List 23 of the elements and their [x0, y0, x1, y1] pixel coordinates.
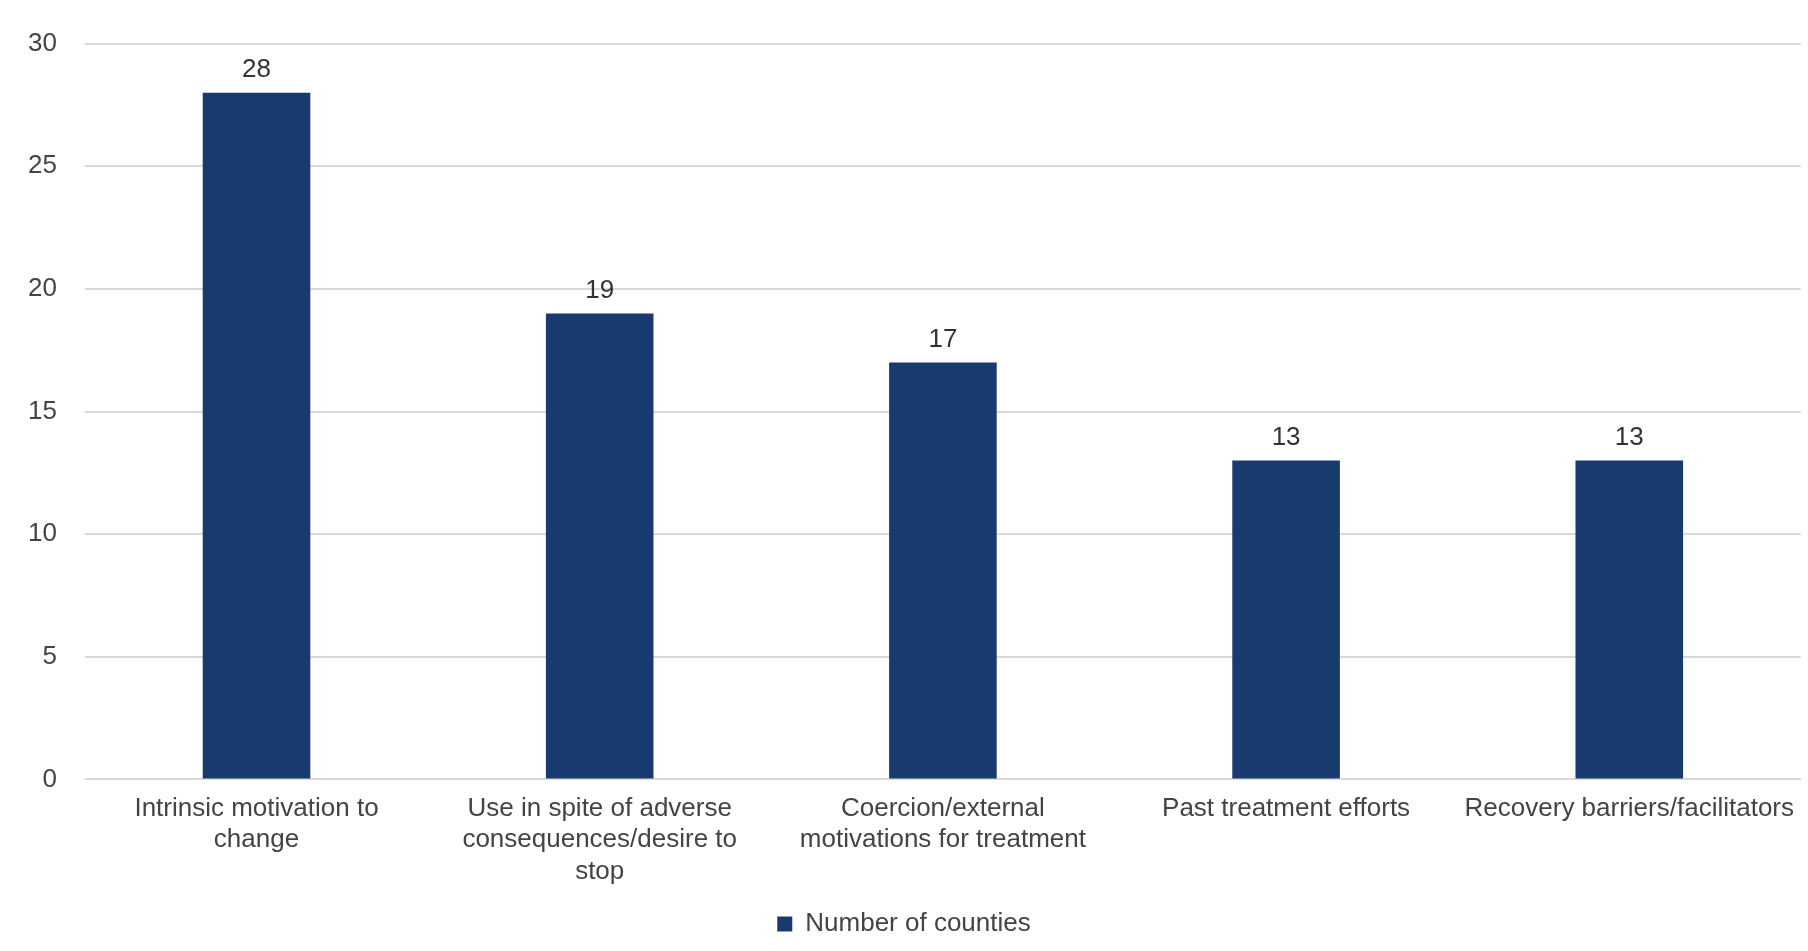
x-tick-label: Recovery barriers/facilitators — [1464, 792, 1794, 823]
x-tick-label: Past treatment efforts — [1162, 792, 1411, 823]
bar — [202, 92, 311, 779]
data-label: 13 — [1271, 420, 1301, 451]
bar — [889, 362, 997, 779]
x-tick-label: Intrinsic motivation to change — [134, 792, 379, 854]
y-tick-label: 30 — [28, 26, 57, 57]
bar — [1575, 460, 1684, 779]
data-label: 28 — [242, 52, 271, 83]
legend-label: Number of counties — [805, 907, 1031, 938]
bar — [1232, 460, 1340, 779]
y-tick-label: 15 — [28, 394, 57, 425]
y-tick-label: 20 — [28, 272, 57, 303]
y-tick-label: 5 — [42, 639, 57, 670]
y-tick-label: 25 — [28, 149, 57, 180]
data-label: 19 — [585, 273, 615, 304]
y-tick-label: 10 — [28, 517, 57, 548]
y-tick-label: 0 — [42, 762, 57, 793]
x-tick-label: Use in spite of adverse consequences/desire to stop — [462, 792, 738, 885]
data-label: 17 — [928, 322, 958, 353]
data-label: 13 — [1614, 420, 1644, 451]
x-tick-label: Coercion/external motivations for treatment — [799, 792, 1087, 854]
bar — [545, 313, 654, 779]
